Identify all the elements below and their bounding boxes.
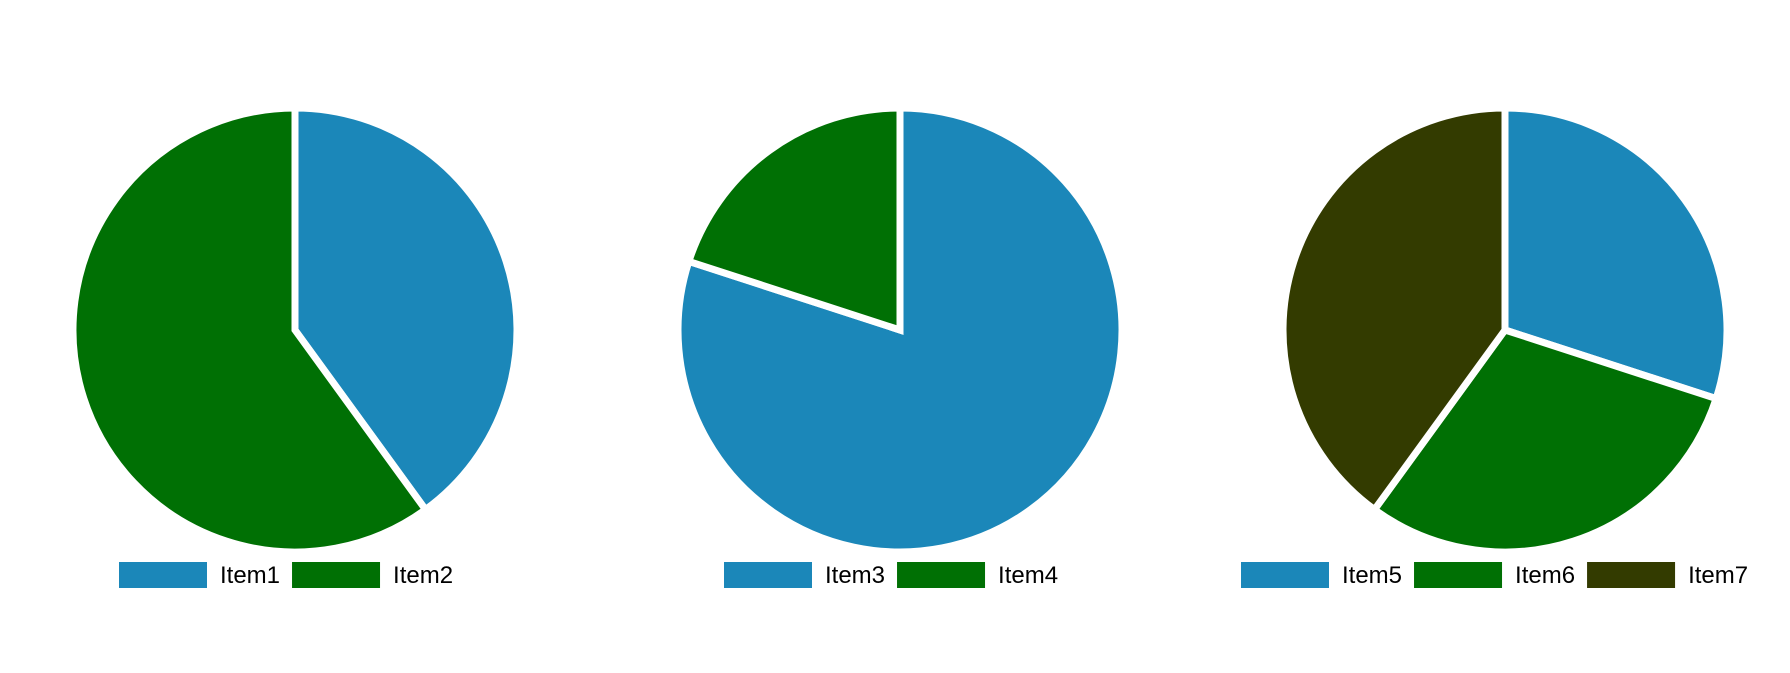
pie-slice-item2: [69, 104, 431, 556]
legend-swatch-item5: [1241, 562, 1329, 588]
pie-slice-item7: [1279, 104, 1509, 515]
legend-label-item3: Item3: [825, 562, 885, 589]
pie-slice-item4: [684, 104, 904, 335]
legend-label-item5: Item5: [1342, 562, 1402, 589]
legend-swatch-item2: [292, 562, 381, 588]
pie-slice-item1: [291, 104, 521, 515]
legend-label-item2: Item2: [393, 562, 453, 589]
legend-swatch-item6: [1414, 562, 1503, 588]
pie-chart-3: Item5 Item6 Item7: [1241, 104, 1748, 589]
legend-swatch-item1: [119, 562, 207, 588]
pie-chart-1: Item1 Item2: [69, 104, 521, 589]
legend-swatch-item7: [1587, 562, 1676, 588]
legend-label-item7: Item7: [1688, 562, 1748, 589]
pie-slice-item6: [1369, 325, 1721, 556]
legend-swatch-item3: [724, 562, 812, 588]
pie-chart-2: Item3 Item4: [674, 104, 1126, 589]
pie-slice-item5: [1501, 104, 1731, 404]
legend-label-item1: Item1: [220, 562, 280, 589]
legend-swatch-item4: [897, 562, 986, 588]
legend-label-item6: Item6: [1515, 562, 1575, 589]
legend-label-item4: Item4: [998, 562, 1058, 589]
